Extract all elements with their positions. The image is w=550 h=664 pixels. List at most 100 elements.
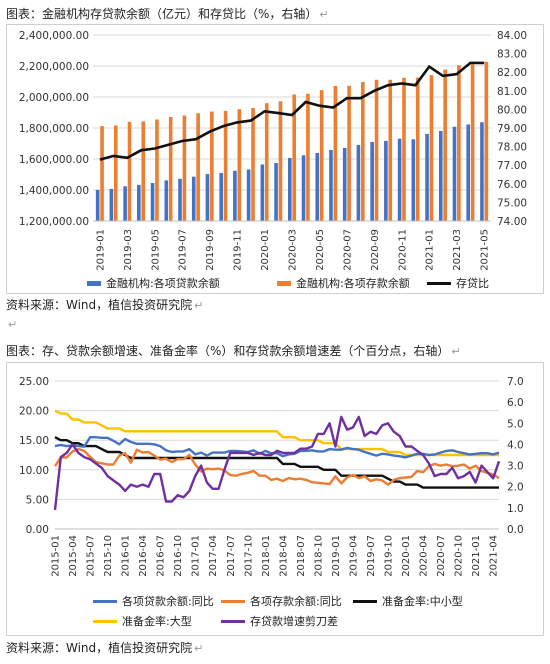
y2-tick-label: 84.00 — [497, 30, 527, 42]
chart2-caption: 图表：存、贷款余额增速、准备金率（%）和存贷款余额增速差（个百分点，右轴） ↵ — [6, 343, 461, 360]
x-tick-label: 2020-01 — [260, 229, 271, 271]
return-mark: ↵ — [194, 299, 204, 312]
chart2-legend-loan-growth: 各项贷款余额:同比 — [93, 593, 214, 609]
bar-loans — [205, 174, 210, 221]
bar-deposits — [168, 116, 173, 221]
chart2-legend-scissors: 存贷款增速剪刀差 — [221, 613, 338, 629]
bar-loans — [150, 183, 155, 221]
bar-deposits — [127, 121, 132, 221]
y2-tick-label: 79.00 — [497, 123, 527, 135]
chart2-frame: 0.00 5.00 10.00 15.00 20.00 25.00 0.0 1.0 2.0 3.0… — [6, 362, 544, 636]
y-tick-label: 5.00 — [26, 494, 49, 506]
legend-swatch-blue — [93, 599, 117, 603]
x-tick-label: 2016-04 — [138, 535, 149, 577]
legend-swatch-black — [427, 281, 451, 285]
bar-loans — [233, 170, 237, 221]
x-tick-label: 2020-07 — [436, 535, 447, 577]
x-tick-label: 2020-09 — [370, 229, 381, 271]
y-tick-label: 0.00 — [26, 524, 49, 536]
y2-tick-label: 82.00 — [497, 67, 527, 79]
blank-line: ↵ — [6, 316, 17, 333]
bar-loans — [109, 188, 114, 221]
x-tick-label: 2020-11 — [397, 229, 408, 271]
bar-loans — [164, 180, 169, 221]
bar-deposits — [237, 109, 242, 221]
x-tick-label: 2017-07 — [226, 535, 237, 577]
x-tick-label: 2019-07 — [366, 535, 377, 577]
chart1-caption: 图表：金融机构存贷款余额（亿元）和存贷比（%，右轴） ↵ — [6, 6, 329, 23]
bar-loans — [274, 163, 278, 221]
bar-loans — [260, 164, 265, 221]
y2-tick-label: 4.0 — [507, 439, 524, 451]
line-rrr-small — [54, 436, 499, 489]
y2-tick-label: 83.00 — [497, 49, 527, 61]
x-tick-label: 2019-01 — [95, 229, 106, 271]
bar-deposits — [223, 110, 228, 221]
bar-loans — [411, 139, 416, 221]
legend-swatch-orange — [221, 599, 245, 603]
y2-tick-label: 74.00 — [497, 216, 527, 228]
x-tick-label: 2016-01 — [121, 535, 132, 577]
chart1-source-text: 资料来源：Wind，植信投资研究院 — [6, 298, 193, 312]
legend-label: 存贷比 — [456, 277, 489, 290]
line-loan-growth — [54, 435, 500, 459]
y-tick-label: 1,600,000.00 — [19, 154, 89, 166]
bar-deposits — [347, 85, 351, 221]
bar-deposits — [155, 119, 159, 221]
bar-loans — [397, 138, 402, 221]
chart1-frame: 1,200,000.00 1,400,000.00 1,600,000.00 1,80… — [6, 24, 544, 294]
x-tick-label: 2015-01 — [51, 535, 62, 577]
chart2-source: 资料来源：Wind，植信投资研究院 ↵ — [6, 640, 203, 657]
bar-deposits — [251, 108, 255, 221]
bar-deposits — [484, 61, 489, 221]
legend-swatch-purple — [221, 619, 245, 623]
x-tick-label: 2021-03 — [452, 229, 463, 271]
x-tick-label: 2020-10 — [454, 535, 465, 577]
x-tick-label: 2019-03 — [123, 229, 134, 271]
bar-loans — [452, 126, 457, 221]
bar-deposits — [141, 121, 146, 221]
bar-loans — [178, 178, 182, 221]
bar-deposits — [333, 85, 338, 221]
bar-loans — [95, 189, 100, 221]
x-tick-label: 2020-05 — [315, 229, 326, 271]
x-tick-label: 2021-05 — [480, 229, 491, 271]
bar-deposits — [429, 75, 434, 221]
legend-label: 各项贷款余额:同比 — [122, 595, 214, 608]
bar-deposits — [278, 101, 283, 221]
bar-deposits — [319, 90, 324, 222]
bar-loans — [191, 176, 196, 221]
x-tick-label: 2021-01 — [425, 229, 436, 271]
y-tick-label: 10.00 — [19, 465, 49, 477]
x-tick-label: 2020-07 — [342, 229, 353, 271]
y-tick-label: 2,400,000.00 — [19, 30, 89, 42]
bar-deposits — [264, 103, 269, 221]
line-ratio — [99, 61, 485, 161]
x-tick-label: 2015-10 — [103, 535, 114, 577]
bar-deposits — [196, 113, 200, 221]
y2-tick-label: 77.00 — [497, 160, 527, 172]
y-tick-label: 2,200,000.00 — [19, 61, 89, 73]
y2-tick-label: 81.00 — [497, 86, 527, 98]
x-tick-label: 2015-07 — [86, 535, 97, 577]
y2-tick-label: 3.0 — [507, 461, 524, 473]
x-tick-label: 2019-04 — [348, 535, 359, 577]
bar-deposits — [470, 64, 475, 221]
x-tick-label: 2019-07 — [178, 229, 189, 271]
bar-loans — [219, 172, 223, 221]
y2-tick-label: 80.00 — [497, 104, 527, 116]
y2-tick-label: 2.0 — [507, 482, 524, 494]
y2-tick-label: 6.0 — [507, 397, 524, 409]
x-tick-label: 2021-01 — [471, 535, 482, 577]
legend-label: 各项存款余额:同比 — [250, 595, 342, 608]
return-mark: ↵ — [194, 642, 204, 655]
bar-loans — [466, 124, 471, 221]
x-tick-label: 2018-04 — [278, 535, 289, 577]
bar-deposits — [415, 77, 420, 221]
y-tick-label: 1,400,000.00 — [19, 185, 89, 197]
legend-swatch-orange — [277, 280, 291, 286]
bar-loans — [384, 140, 388, 221]
chart1-title: 图表：金融机构存贷款余额（亿元）和存贷比（%，右轴） — [6, 7, 318, 21]
chart2-legend-rrr-large: 准备金率:大型 — [93, 613, 192, 629]
x-tick-label: 2019-11 — [233, 229, 244, 271]
